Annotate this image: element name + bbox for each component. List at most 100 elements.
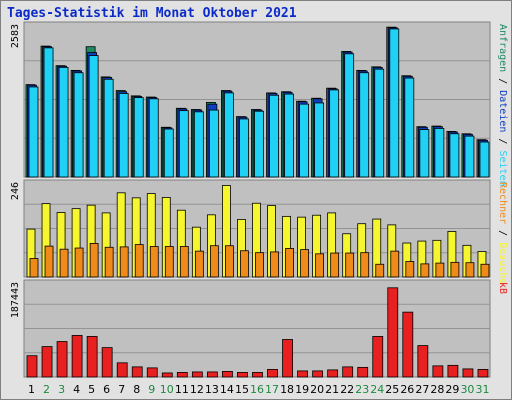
bar-kb-day-20 [312, 370, 324, 378]
legend-separator: / [497, 224, 508, 242]
bar-seiten-day-6 [103, 78, 114, 178]
bar-kb-day-28 [432, 365, 444, 378]
bar-rechner-day-5 [89, 243, 99, 278]
bar-rechner-day-24 [375, 263, 385, 278]
x-tick-label-day-8: 8 [133, 383, 140, 396]
x-tick-label-day-15: 15 [235, 383, 249, 396]
x-tick-label-day-11: 11 [175, 383, 189, 396]
bar-kb-day-19 [297, 370, 308, 378]
bar-rechner-day-3 [59, 248, 69, 278]
bar-kb-day-21 [327, 369, 339, 378]
bar-kb-day-13 [206, 371, 218, 378]
bar-kb-day-16 [252, 372, 263, 378]
legend-dateien: Dateien [497, 90, 508, 132]
bar-seiten-day-5 [88, 55, 99, 178]
bar-kb-day-12 [191, 371, 203, 378]
bar-rechner-day-16 [255, 252, 264, 278]
bar-rechner-day-2 [44, 245, 54, 278]
x-tick-label-day-9: 9 [148, 383, 155, 396]
x-tick-label-day-5: 5 [88, 383, 95, 396]
bar-rechner-day-31 [480, 263, 490, 278]
bar-rechner-day-20 [315, 253, 325, 278]
x-tick-label-day-28: 28 [430, 383, 444, 396]
x-tick-label-day-6: 6 [103, 383, 110, 396]
bar-kb-day-18 [282, 339, 293, 378]
bar-kb-day-6 [101, 347, 113, 378]
bar-kb-day-15 [237, 372, 248, 378]
bar-kb-day-7 [116, 362, 128, 378]
bar-rechner-day-22 [345, 252, 355, 278]
bar-rechner-day-18 [285, 248, 294, 278]
bar-seiten-day-2 [43, 47, 54, 178]
bar-kb-day-29 [447, 364, 459, 378]
bar-kb-day-17 [267, 368, 278, 378]
bar-rechner-day-28 [435, 262, 445, 278]
x-tick-label-day-22: 22 [340, 383, 354, 396]
bar-seiten-day-31 [479, 141, 490, 178]
bar-seiten-day-12 [193, 111, 204, 178]
bar-seiten-day-27 [419, 129, 430, 178]
bar-seiten-day-7 [118, 93, 129, 178]
x-tick-label-day-7: 7 [118, 383, 125, 396]
bar-kb-day-24 [372, 336, 384, 378]
bar-seiten-day-28 [434, 128, 445, 178]
x-tick-label-day-24: 24 [370, 383, 384, 396]
bar-rechner-day-19 [300, 249, 309, 278]
x-tick-label-day-20: 20 [310, 383, 324, 396]
bar-seiten-day-16 [254, 110, 264, 178]
bar-seiten-day-19 [299, 103, 309, 178]
bar-rechner-day-17 [270, 251, 279, 278]
bar-kb-day-26 [402, 311, 414, 378]
chart-title: Tages-Statistik im Monat Oktober 2021 [7, 6, 297, 21]
bar-rechner-day-7 [119, 246, 129, 278]
bar-rechner-day-21 [330, 252, 340, 278]
panel-middle-legend: Rechner / Besuche [497, 182, 508, 284]
bar-seiten-day-3 [58, 67, 69, 178]
panel-middle-ymax-label: 246 [10, 182, 21, 200]
bar-kb-day-27 [417, 345, 429, 378]
bar-kb-day-2 [41, 346, 53, 378]
bar-rechner-day-10 [164, 246, 174, 278]
panel-bottom-ymax-label: 187443 [10, 282, 21, 318]
bar-seiten-day-10 [163, 128, 174, 178]
bar-seiten-day-21 [329, 89, 340, 178]
x-tick-label-day-26: 26 [400, 383, 414, 396]
legend-kb: kB [497, 282, 508, 294]
bar-kb-day-10 [161, 372, 173, 378]
bar-kb-day-5 [86, 336, 98, 378]
bar-rechner-day-12 [194, 250, 204, 278]
bar-kb-day-22 [342, 366, 354, 378]
bar-seiten-day-24 [374, 68, 385, 178]
bar-rechner-day-29 [450, 261, 460, 278]
x-tick-label-day-23: 23 [355, 383, 369, 396]
bar-seiten-day-17 [269, 94, 279, 178]
x-tick-label-day-13: 13 [205, 383, 219, 396]
bar-seiten-day-25 [389, 28, 400, 178]
bar-kb-day-4 [71, 335, 83, 378]
bar-rechner-day-1 [29, 258, 39, 278]
bar-rechner-day-23 [360, 252, 370, 278]
bar-rechner-day-13 [209, 245, 219, 278]
bar-kb-day-11 [176, 372, 188, 378]
x-tick-label-day-2: 2 [43, 383, 50, 396]
bar-kb-day-1 [26, 355, 38, 378]
x-tick-label-day-21: 21 [325, 383, 339, 396]
legend-besuche: Besuche [497, 242, 508, 284]
x-tick-label-day-17: 17 [265, 383, 279, 396]
bar-seiten-day-13 [208, 109, 219, 178]
bar-seiten-day-30 [464, 135, 475, 178]
bar-kb-day-9 [146, 367, 158, 378]
x-tick-label-day-14: 14 [220, 383, 234, 396]
bar-kb-day-30 [462, 368, 474, 378]
bar-seiten-day-11 [178, 110, 189, 178]
bar-seiten-day-4 [73, 72, 84, 178]
bar-rechner-day-15 [240, 250, 249, 278]
x-tick-label-day-19: 19 [295, 383, 309, 396]
bar-kb-day-3 [56, 341, 68, 378]
bar-rechner-day-26 [405, 261, 415, 278]
x-tick-label-day-3: 3 [58, 383, 65, 396]
legend-anfragen: Anfragen [497, 24, 508, 72]
bar-rechner-day-6 [104, 246, 114, 278]
bar-seiten-day-9 [148, 98, 159, 178]
